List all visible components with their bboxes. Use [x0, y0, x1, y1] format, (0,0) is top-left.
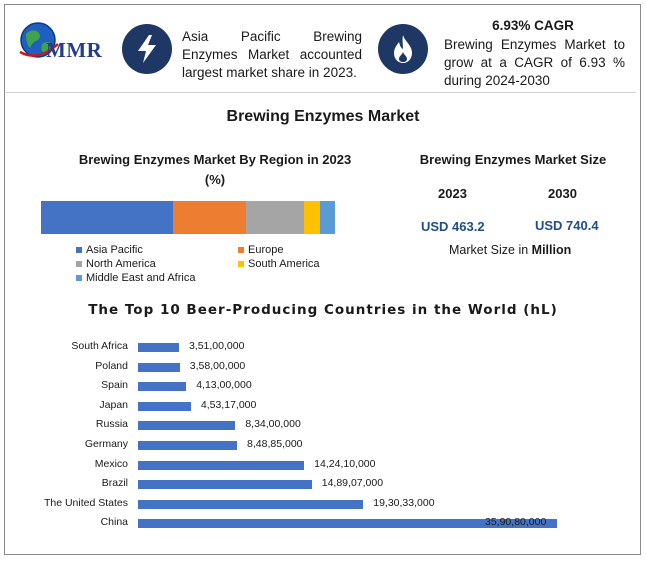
country-bar — [138, 362, 180, 372]
flame-icon — [394, 35, 412, 63]
country-bar — [138, 519, 557, 529]
legend-label: South America — [248, 258, 320, 270]
country-bar — [138, 480, 312, 490]
region-chart-title: Brewing Enzymes Market By Region in 2023… — [62, 150, 368, 190]
category-label: Spain — [101, 379, 128, 392]
headline-right-text: Brewing Enzymes Market to grow at a CAGR… — [444, 37, 625, 88]
category-label: Russia — [95, 418, 128, 431]
logo-text: MMR — [46, 38, 103, 62]
value-2030: USD 740.4 — [535, 218, 599, 233]
value-label: 4,53,17,000 — [200, 398, 257, 411]
value-2023: USD 463.2 — [421, 219, 485, 234]
category-label: China — [100, 516, 128, 529]
country-bar — [138, 343, 179, 352]
legend-label: North America — [86, 258, 156, 270]
category-label: South Africa — [71, 340, 128, 352]
country-bar — [138, 441, 238, 450]
region-legend: Asia Pacific Europe North America South … — [76, 243, 376, 285]
lightning-icon — [138, 35, 156, 63]
value-label: 35,90,80,000 — [485, 516, 547, 529]
country-bar — [138, 421, 236, 431]
legend-item: South America — [238, 257, 320, 271]
legend-swatch — [238, 247, 244, 253]
legend-label: Asia Pacific — [86, 244, 143, 256]
value-label: 3,58,00,000 — [189, 359, 246, 372]
category-label: The United States — [43, 496, 128, 509]
countries-chart-title: The Top 10 Beer-Producing Countries in t… — [88, 302, 558, 318]
legend-swatch — [238, 261, 244, 267]
region-stacked-bar — [41, 201, 335, 234]
region-chart-title-text: Brewing Enzymes Market By Region in 2023 — [78, 152, 352, 167]
category-label: Germany — [84, 438, 128, 450]
country-bar — [138, 382, 187, 392]
legend-swatch — [76, 247, 82, 253]
main-title: Brewing Enzymes Market — [226, 108, 420, 125]
category-label: Brazil — [101, 477, 128, 490]
cagr-title: 6.93% CAGR — [492, 18, 574, 33]
category-label: Japan — [99, 398, 128, 411]
infographic-frame — [4, 4, 641, 555]
headline-left-text: Asia Pacific Brewing Enzymes Market acco… — [182, 29, 362, 80]
region-segment — [41, 201, 173, 234]
region-segment — [319, 201, 335, 234]
value-label: 4,13,00,000 — [196, 379, 252, 392]
flame-icon-badge — [378, 24, 428, 74]
year-2030: 2030 — [548, 186, 577, 201]
value-label: 3,51,00,000 — [188, 340, 245, 352]
value-label: 14,89,07,000 — [321, 477, 384, 490]
legend-label: Europe — [248, 244, 284, 256]
legend-label: Middle East and Africa — [86, 272, 196, 284]
year-2023: 2023 — [438, 186, 467, 201]
region-segment — [304, 201, 320, 234]
region-segment — [246, 201, 305, 234]
market-size-footer: Market Size in Million — [449, 243, 571, 257]
region-segment — [172, 201, 247, 234]
legend-item: Asia Pacific — [76, 243, 238, 257]
legend-item: Europe — [238, 243, 283, 257]
region-chart-subtitle: (%) — [204, 172, 226, 187]
value-label: 14,24,10,000 — [314, 457, 376, 470]
legend-swatch — [76, 261, 82, 267]
country-bar — [138, 401, 191, 411]
market-size-footer-text: Market Size in — [449, 243, 532, 257]
lightning-icon-badge — [122, 24, 172, 74]
value-label: 19,30,33,000 — [373, 496, 435, 509]
globe-icon — [19, 22, 59, 58]
legend-item: North America — [76, 257, 238, 271]
country-bar — [138, 499, 364, 509]
category-label: Poland — [95, 359, 128, 372]
mmr-logo: MMR — [12, 16, 112, 76]
legend-item: Middle East and Africa — [76, 271, 195, 285]
country-bar — [138, 460, 305, 470]
value-label: 8,34,00,000 — [245, 418, 301, 431]
value-label: 8,48,85,000 — [247, 438, 303, 450]
market-size-unit: Million — [531, 243, 572, 257]
legend-swatch — [76, 275, 82, 281]
category-label: Mexico — [94, 457, 128, 470]
divider — [6, 92, 636, 93]
market-size-title: Brewing Enzymes Market Size — [419, 152, 607, 167]
